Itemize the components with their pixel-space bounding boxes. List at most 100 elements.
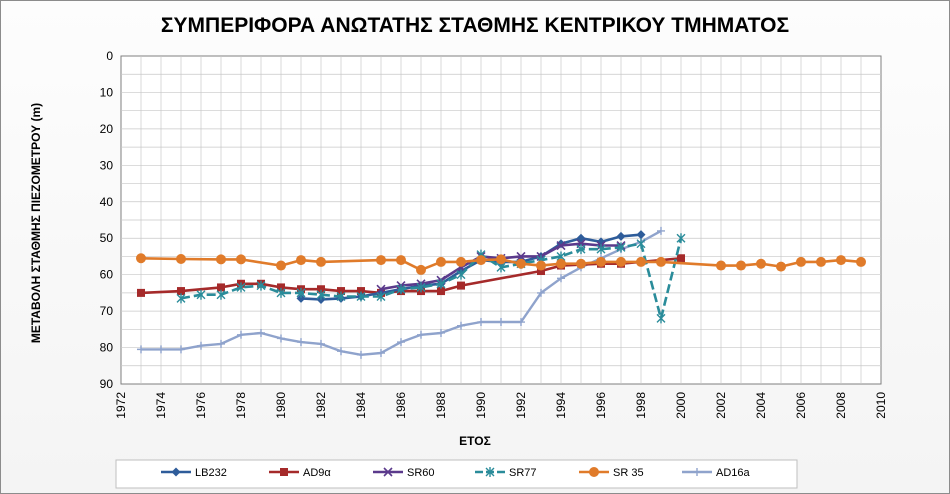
- data-point: [716, 260, 726, 271]
- data-point: [236, 282, 246, 293]
- data-point: [856, 256, 866, 267]
- legend-label: LB232: [195, 467, 227, 479]
- data-point: [496, 254, 506, 265]
- data-point: [397, 338, 405, 347]
- x-tick-label: 1992: [514, 392, 528, 419]
- y-tick-label: 20: [100, 122, 114, 136]
- data-point: [336, 291, 346, 302]
- legend-label: SR77: [509, 467, 537, 479]
- data-point: [137, 288, 145, 297]
- y-tick-label: 0: [106, 49, 113, 63]
- legend-entry: SR 35: [579, 467, 644, 479]
- x-tick-label: 1998: [634, 392, 648, 419]
- data-point: [537, 288, 545, 297]
- data-point: [176, 293, 186, 304]
- data-point: [237, 330, 245, 339]
- y-tick-label: 10: [100, 85, 114, 99]
- legend-entry: SR77: [475, 467, 537, 479]
- data-point: [556, 240, 566, 251]
- data-point: [337, 347, 345, 356]
- data-point: [337, 287, 345, 296]
- x-tick-label: 1986: [394, 392, 408, 419]
- data-point: [576, 244, 586, 255]
- data-point: [197, 341, 205, 350]
- data-point: [376, 255, 386, 266]
- legend-entry: AD9α: [269, 467, 331, 479]
- x-tick-label: 1976: [194, 392, 208, 419]
- data-point: [296, 255, 306, 266]
- y-tick-label: 30: [100, 158, 114, 172]
- data-point: [457, 321, 465, 330]
- legend-swatch-marker: [589, 467, 599, 477]
- legend-label: AD9α: [303, 467, 331, 479]
- data-point: [216, 254, 226, 265]
- x-tick-label: 2002: [714, 392, 728, 419]
- x-tick-label: 1994: [554, 392, 568, 419]
- data-point: [816, 256, 826, 267]
- legend-swatch-marker: [383, 467, 393, 477]
- x-tick-label: 1984: [354, 392, 368, 419]
- data-point: [576, 258, 586, 269]
- data-point: [497, 318, 505, 327]
- data-point: [296, 287, 306, 298]
- legend-swatch-marker: [693, 468, 701, 476]
- legend-swatch-marker: [171, 467, 181, 477]
- legend-swatch-marker: [280, 468, 288, 476]
- legend-entry: LB232: [161, 467, 227, 479]
- series-line: [180, 237, 683, 320]
- series-sr77: [176, 233, 686, 324]
- data-point: [656, 313, 666, 324]
- data-point: [317, 285, 325, 294]
- series-layer: [136, 226, 866, 359]
- data-point: [356, 291, 366, 302]
- data-point: [596, 244, 606, 255]
- data-point: [316, 289, 326, 300]
- data-point: [436, 256, 446, 267]
- data-point: [437, 287, 445, 296]
- data-point: [256, 280, 266, 291]
- series-ad16a: [137, 226, 665, 359]
- data-point: [137, 345, 145, 354]
- data-point: [836, 255, 846, 266]
- x-tick-label: 1988: [434, 392, 448, 419]
- legend-label: AD16a: [716, 467, 751, 479]
- data-point: [177, 345, 185, 354]
- data-point: [216, 289, 226, 300]
- legend-entry: SR60: [373, 467, 435, 479]
- data-point: [316, 256, 326, 267]
- data-point: [357, 350, 365, 359]
- x-axis-ticks: 1972 1974 1976 1978 1980 1982 1984 1986 1988 1990…: [114, 392, 888, 419]
- data-point: [636, 238, 646, 249]
- data-point: [556, 258, 566, 269]
- y-tick-label: 80: [100, 341, 114, 355]
- legend-entry: AD16a: [682, 467, 751, 479]
- data-point: [376, 291, 386, 302]
- data-point: [276, 260, 286, 271]
- data-point: [157, 345, 165, 354]
- data-point: [736, 260, 746, 271]
- data-point: [456, 269, 466, 280]
- data-point: [396, 284, 406, 295]
- y-tick-label: 60: [100, 268, 114, 282]
- data-point: [677, 254, 685, 263]
- data-point: [277, 283, 285, 292]
- data-point: [297, 338, 305, 347]
- x-tick-label: 1990: [474, 392, 488, 419]
- data-point: [457, 281, 465, 290]
- data-point: [176, 253, 186, 264]
- data-point: [676, 233, 686, 244]
- y-tick-label: 90: [100, 377, 114, 391]
- data-point: [517, 318, 525, 327]
- data-point: [616, 231, 626, 241]
- x-tick-label: 2000: [674, 392, 688, 419]
- legend-box: [115, 459, 798, 489]
- legend-swatch-marker: [485, 467, 495, 477]
- data-point: [357, 287, 365, 296]
- data-point: [417, 330, 425, 339]
- data-point: [536, 260, 546, 271]
- data-point: [776, 261, 786, 272]
- legend: LB232 AD9α SR60 SR77 SR 35 AD16a: [161, 467, 751, 479]
- x-tick-label: 1996: [594, 392, 608, 419]
